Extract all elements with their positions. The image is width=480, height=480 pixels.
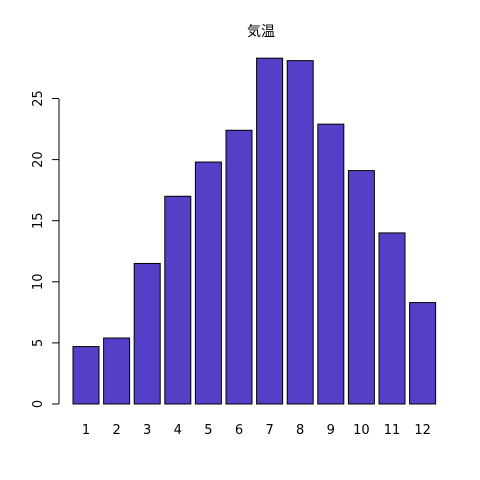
y-axis: 0 5 10 15 20 25 — [31, 90, 59, 408]
bar-12 — [409, 302, 437, 405]
x-tick-label: 10 — [353, 423, 370, 438]
x-tick-label: 7 — [265, 423, 273, 438]
y-tick-label: 10 — [31, 274, 46, 291]
bar-6 — [225, 129, 253, 405]
x-tick-label: 5 — [204, 423, 212, 438]
x-tick-label: 12 — [414, 423, 431, 438]
y-tick-label: 15 — [31, 212, 46, 229]
bar-5 — [194, 161, 222, 405]
x-tick-label: 1 — [82, 423, 90, 438]
x-axis-labels: 1 2 3 4 5 6 7 8 9 10 11 12 — [82, 423, 431, 438]
bar-9 — [317, 123, 345, 405]
bar-4 — [164, 195, 192, 405]
x-tick-label: 8 — [296, 423, 304, 438]
bar-7 — [256, 57, 284, 405]
y-tick-label: 0 — [31, 400, 46, 408]
x-tick-label: 2 — [112, 423, 120, 438]
x-tick-label: 9 — [327, 423, 335, 438]
bar-10 — [347, 170, 375, 405]
bar-8 — [286, 60, 314, 405]
bar-1 — [72, 346, 100, 405]
bar-3 — [133, 262, 161, 405]
y-tick-label: 5 — [31, 339, 46, 347]
y-tick-label: 20 — [31, 151, 46, 168]
bar-11 — [378, 232, 406, 405]
chart-title: 気温 — [247, 24, 275, 40]
bars — [72, 57, 437, 405]
x-tick-label: 6 — [235, 423, 243, 438]
x-tick-label: 11 — [384, 423, 401, 438]
bar-2 — [103, 337, 131, 405]
x-tick-label: 4 — [174, 423, 182, 438]
y-tick-label: 25 — [31, 90, 46, 107]
x-tick-label: 3 — [143, 423, 151, 438]
